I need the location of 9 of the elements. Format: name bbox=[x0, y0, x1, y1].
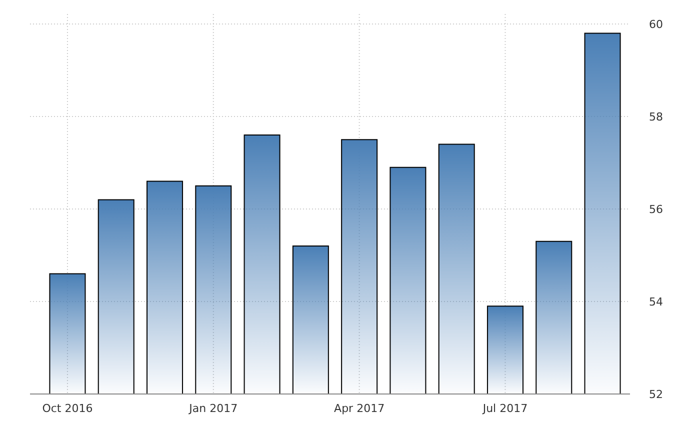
x-tick-label: Oct 2016 bbox=[42, 402, 93, 415]
y-tick-label: 60 bbox=[649, 18, 663, 31]
y-tick-label: 54 bbox=[649, 295, 663, 308]
y-tick-label: 52 bbox=[649, 388, 663, 401]
x-tick-label: Jan 2017 bbox=[188, 402, 238, 415]
y-tick-label: 58 bbox=[649, 110, 663, 124]
x-tick-label: Jul 2017 bbox=[482, 402, 528, 415]
y-tick-label: 56 bbox=[649, 202, 663, 216]
x-tick-label: Apr 2017 bbox=[334, 402, 385, 415]
